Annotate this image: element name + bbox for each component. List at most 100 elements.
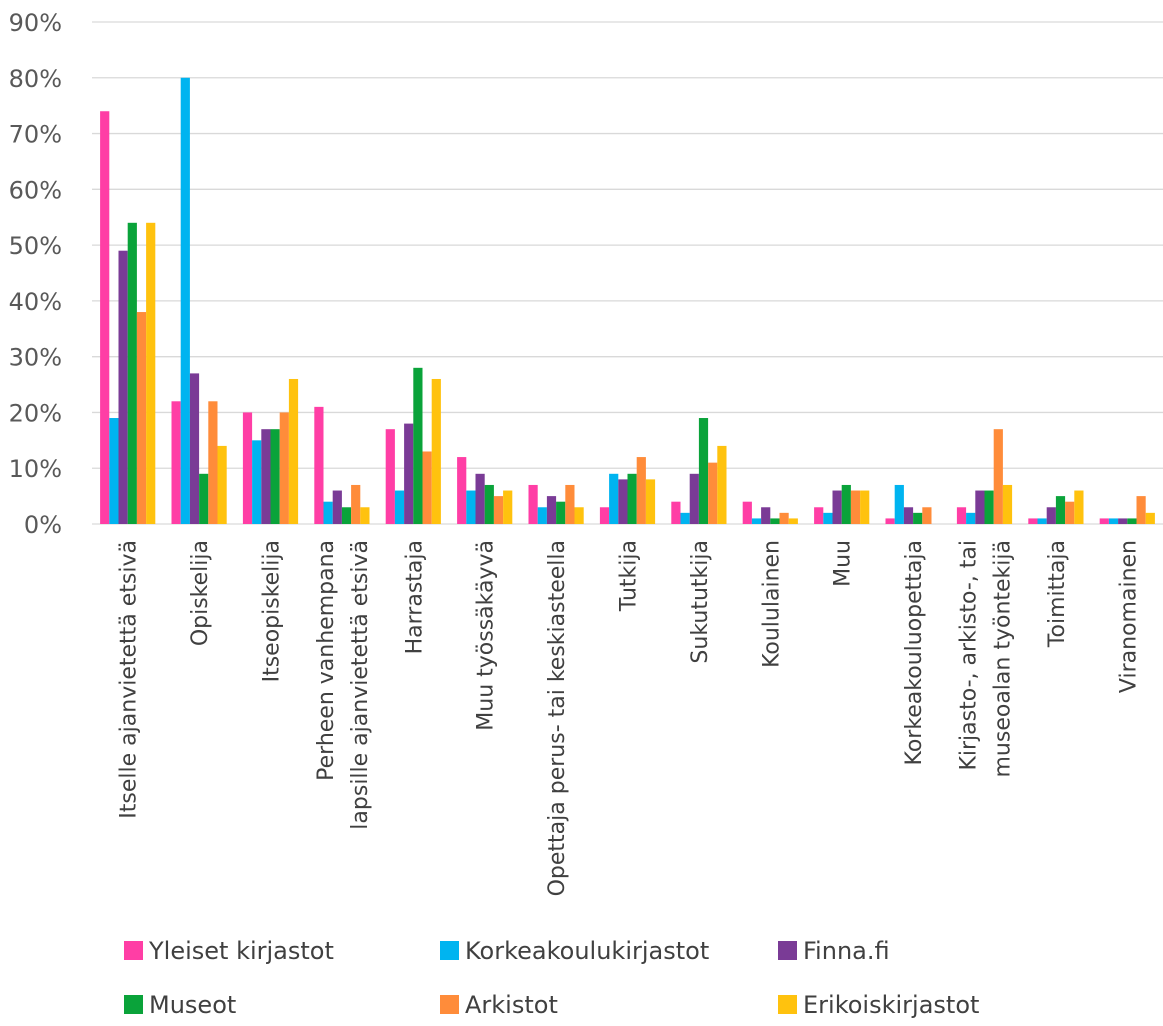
y-tick-label: 10% [9,455,62,483]
bar [341,507,352,524]
y-tick-label: 20% [9,399,62,427]
bar [618,479,628,524]
legend-item: Museot [124,991,236,1019]
bar [528,484,538,524]
y-tick-label: 80% [9,65,62,93]
bar [1108,518,1119,524]
bar [279,412,289,524]
bar [627,473,637,524]
x-category-label: Koululainen [759,540,784,668]
bar [860,490,870,524]
bar [1099,518,1109,524]
bar [431,378,441,524]
bar [189,373,200,524]
bar [1127,518,1137,524]
bar [493,496,504,524]
legend-label: Museot [149,991,236,1019]
bar [922,507,932,524]
bar [270,429,280,524]
bar [885,518,895,524]
bar [788,518,798,524]
bar [814,507,824,524]
bars [100,77,1155,525]
bar [118,250,128,524]
bar [127,222,137,525]
bar [671,501,681,524]
bar [599,507,610,524]
legend-swatch [124,995,143,1014]
x-category-label: Muu työssäkäyvä [474,540,499,731]
legend-swatch [778,995,797,1014]
legend: Yleiset kirjastot Korkeakoulukirjastot Fin… [124,937,979,1019]
legend-label: Yleiset kirjastot [148,937,334,965]
bar [503,490,513,524]
bar [556,501,566,524]
bar [574,507,584,524]
bar [466,490,476,524]
bar [850,490,861,524]
legend-item: Arkistot [440,991,558,1019]
bar [261,429,271,524]
legend-label: Finna.fi [803,937,890,965]
bar [779,512,789,524]
x-category-label: Itselle ajanvietettä etsivä [117,540,142,819]
legend-item: Finna.fi [778,937,890,965]
bar [993,429,1003,524]
bar [332,490,342,524]
bar [698,418,709,524]
bar [136,312,147,524]
bar [680,512,690,524]
bar [1074,490,1084,524]
bar [422,451,432,524]
bar [413,367,423,524]
y-tick-label: 40% [9,288,62,316]
legend-swatch [778,941,797,960]
bar [314,406,324,524]
bar [913,512,923,524]
bar [1046,507,1056,524]
legend-swatch [440,995,459,1014]
bar [252,440,262,524]
bar [751,518,762,524]
y-tick-label: 60% [9,176,62,204]
bar [208,401,218,524]
bar [636,457,646,524]
bar [360,507,370,524]
bar [770,518,780,524]
bar [645,479,656,524]
y-tick-label: 70% [9,121,62,149]
bar [457,457,467,524]
bar [537,507,547,524]
bar [832,490,842,524]
bar [823,512,833,524]
bar [956,507,967,524]
bar [1136,496,1146,524]
bar [484,484,494,524]
bar [742,501,752,524]
bar [180,77,190,525]
x-category-label: Muu [831,540,856,587]
bar [404,423,414,524]
bar [1037,518,1047,524]
bar [1118,518,1128,524]
y-axis-ticks: 0% 10% 20% 30% 40% 50% 60% 70% 80% 90% [9,9,62,539]
bar [385,429,395,524]
bar [351,484,361,524]
x-category-label: Itseopiskelija [260,540,285,682]
bar [171,401,181,524]
legend-item: Korkeakoulukirjastot [440,937,709,965]
bar [1028,518,1038,524]
bar [199,473,209,524]
bar [761,507,771,524]
bar [1002,484,1013,524]
legend-label: Erikoiskirjastot [803,991,979,1019]
bar [242,412,253,524]
bar [689,473,699,524]
legend-label: Arkistot [465,991,558,1019]
bar [217,445,227,524]
bar [717,445,727,524]
x-category-label: Viranomainen [1116,540,1141,693]
legend-swatch [440,941,459,960]
y-tick-label: 0% [24,511,62,539]
